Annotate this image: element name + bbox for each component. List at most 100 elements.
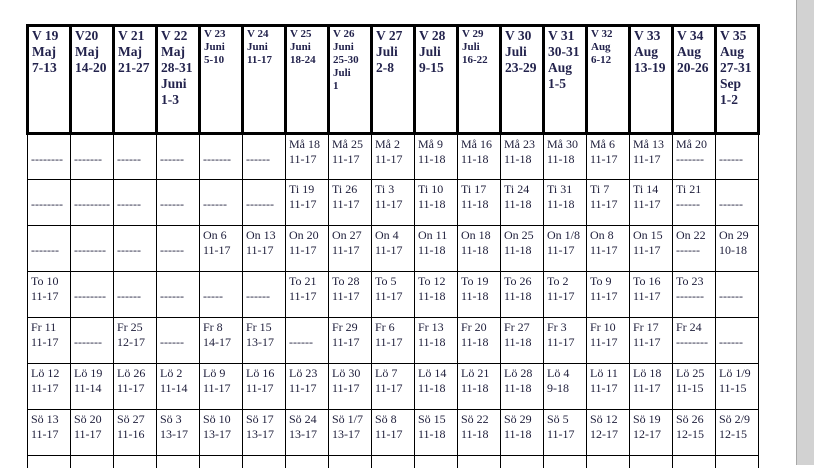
cell-fr-v33: Fr 17 11-17 xyxy=(629,317,673,364)
week-header-v30: V 30 Juli 23-29 xyxy=(499,24,545,135)
cell-to-v33: To 16 11-17 xyxy=(629,271,673,318)
cell-ma-v33: Må 13 11-17 xyxy=(629,133,673,180)
cell-fr-v22: ------ xyxy=(156,317,200,364)
cell-so-v32: Sö 12 12-17 xyxy=(586,409,630,456)
cell-on-v33: On 15 11-17 xyxy=(629,225,673,272)
day-row-so: Sö 13 11-17 Sö 20 11-17 Sö 27 11-16 Sö 3 13-17 S… xyxy=(27,409,759,456)
cell-so-v33: Sö 19 12-17 xyxy=(629,409,673,456)
cell-ma-v27: Må 2 11-17 xyxy=(371,133,415,180)
week-header-v32: V 32 Aug 6-12 xyxy=(585,24,631,135)
cell-to-v27: To 5 11-17 xyxy=(371,271,415,318)
cell-partial-v34 xyxy=(672,455,716,468)
cell-fr-v31: Fr 3 11-17 xyxy=(543,317,587,364)
week-header-v21: V 21 Maj 21-27 xyxy=(112,24,158,135)
week-header-v24: V 24 Juni 11-17 xyxy=(241,24,287,135)
cell-on-v20: -------- xyxy=(70,225,114,272)
week-header-v34: V 34 Aug 20-26 xyxy=(671,24,717,135)
cell-partial-v24 xyxy=(242,455,286,468)
cell-partial-v27 xyxy=(371,455,415,468)
cell-fr-v20: ------- xyxy=(70,317,114,364)
cell-fr-v25: ------ xyxy=(285,317,329,364)
cell-ma-v29: Må 16 11-18 xyxy=(457,133,501,180)
cell-lo-v26: Lö 30 11-17 xyxy=(328,363,372,410)
cell-ti-v30: Ti 24 11-18 xyxy=(500,179,544,226)
cell-on-v23: On 6 11-17 xyxy=(199,225,243,272)
cell-so-v22: Sö 3 13-17 xyxy=(156,409,200,456)
cell-partial-v30 xyxy=(500,455,544,468)
cell-ma-v22: ------ xyxy=(156,133,200,180)
day-row-to: To 10 11-17 -------- ------ ------ ----- … xyxy=(27,271,759,318)
cell-ti-v32: Ti 7 11-17 xyxy=(586,179,630,226)
cell-partial-v35 xyxy=(715,455,759,468)
cell-to-v29: To 19 11-18 xyxy=(457,271,501,318)
cell-on-v21: ------ xyxy=(113,225,157,272)
cell-ti-v26: Ti 26 11-17 xyxy=(328,179,372,226)
cell-ti-v23: ------ xyxy=(199,179,243,226)
cell-to-v23: ----- xyxy=(199,271,243,318)
partial-row xyxy=(27,455,759,468)
week-header-v25: V 25 Juni 18-24 xyxy=(284,24,330,135)
cell-on-v24: On 13 11-17 xyxy=(242,225,286,272)
week-header-v29: V 29 Juli 16-22 xyxy=(456,24,502,135)
cell-so-v28: Sö 15 11-18 xyxy=(414,409,458,456)
cell-ti-v24: ------- xyxy=(242,179,286,226)
cell-partial-v19 xyxy=(27,455,71,468)
cell-lo-v21: Lö 26 11-17 xyxy=(113,363,157,410)
cell-so-v19: Sö 13 11-17 xyxy=(27,409,71,456)
cell-on-v31: On 1/8 11-17 xyxy=(543,225,587,272)
cell-fr-v28: Fr 13 11-18 xyxy=(414,317,458,364)
cell-so-v29: Sö 22 11-18 xyxy=(457,409,501,456)
scrollbar-track[interactable] xyxy=(796,0,814,465)
cell-ma-v24: ------ xyxy=(242,133,286,180)
day-row-on: ------- -------- ------ ------ On 6 11-17 O… xyxy=(27,225,759,272)
cell-fr-v35: ------ xyxy=(715,317,759,364)
cell-lo-v32: Lö 11 11-17 xyxy=(586,363,630,410)
cell-partial-v28 xyxy=(414,455,458,468)
cell-partial-v23 xyxy=(199,455,243,468)
cell-ma-v31: Må 30 11-18 xyxy=(543,133,587,180)
cell-lo-v20: Lö 19 11-14 xyxy=(70,363,114,410)
cell-to-v19: To 10 11-17 xyxy=(27,271,71,318)
table-body: -------- ------- ------ ------ ------- -… xyxy=(27,133,759,468)
cell-partial-v29 xyxy=(457,455,501,468)
day-row-lo: Lö 12 11-17 Lö 19 11-14 Lö 26 11-17 Lö 2 11-14 L… xyxy=(27,363,759,410)
cell-lo-v33: Lö 18 11-17 xyxy=(629,363,673,410)
cell-partial-v25 xyxy=(285,455,329,468)
opening-hours-table: V 19 Maj 7-13 V20 Maj 14-20 V 21 Maj 21-27 V 22 Ma… xyxy=(26,24,760,468)
cell-so-v21: Sö 27 11-16 xyxy=(113,409,157,456)
cell-partial-v20 xyxy=(70,455,114,468)
week-header-v22: V 22 Maj 28-31 Juni 1-3 xyxy=(155,24,201,135)
cell-ma-v30: Må 23 11-18 xyxy=(500,133,544,180)
cell-partial-v21 xyxy=(113,455,157,468)
cell-lo-v31: Lö 4 9-18 xyxy=(543,363,587,410)
cell-ma-v25: Må 18 11-17 xyxy=(285,133,329,180)
cell-fr-v29: Fr 20 11-18 xyxy=(457,317,501,364)
cell-to-v22: ------ xyxy=(156,271,200,318)
cell-ma-v32: Må 6 11-17 xyxy=(586,133,630,180)
cell-lo-v19: Lö 12 11-17 xyxy=(27,363,71,410)
cell-to-v32: To 9 11-17 xyxy=(586,271,630,318)
cell-so-v34: Sö 26 12-15 xyxy=(672,409,716,456)
cell-to-v30: To 26 11-18 xyxy=(500,271,544,318)
cell-on-v30: On 25 11-18 xyxy=(500,225,544,272)
cell-partial-v32 xyxy=(586,455,630,468)
cell-ma-v19: -------- xyxy=(27,133,71,180)
cell-lo-v28: Lö 14 11-18 xyxy=(414,363,458,410)
cell-to-v24: ------ xyxy=(242,271,286,318)
cell-to-v25: To 21 11-17 xyxy=(285,271,329,318)
cell-on-v19: ------- xyxy=(27,225,71,272)
week-header-v35: V 35 Aug 27-31 Sep 1-2 xyxy=(714,24,760,135)
cell-partial-v31 xyxy=(543,455,587,468)
cell-ti-v22: ------ xyxy=(156,179,200,226)
week-header-v31: V 31 30-31 Aug 1-5 xyxy=(542,24,588,135)
cell-fr-v30: Fr 27 11-18 xyxy=(500,317,544,364)
week-header-v23: V 23 Juni 5-10 xyxy=(198,24,244,135)
cell-ti-v20: --------- xyxy=(70,179,114,226)
cell-fr-v21: Fr 25 12-17 xyxy=(113,317,157,364)
cell-ti-v33: Ti 14 11-17 xyxy=(629,179,673,226)
cell-to-v26: To 28 11-17 xyxy=(328,271,372,318)
cell-on-v32: On 8 11-17 xyxy=(586,225,630,272)
cell-partial-v26 xyxy=(328,455,372,468)
